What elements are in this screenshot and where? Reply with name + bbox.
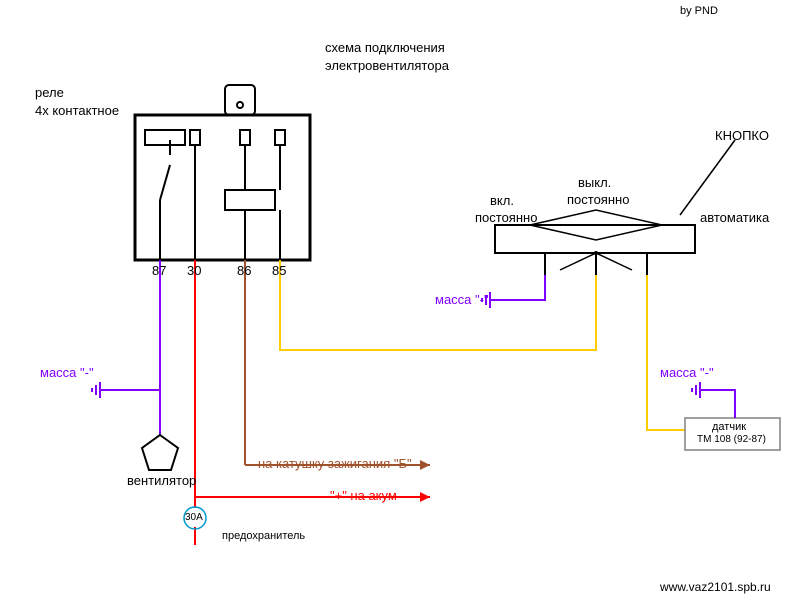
ground-switch-left (482, 275, 545, 308)
sensor-l2: TM 108 (92-87) (697, 434, 766, 445)
pin-86: 86 (237, 263, 251, 278)
relay-label1: реле (35, 85, 64, 100)
wiring-diagram (0, 0, 798, 600)
switch-off2: постоянно (567, 192, 629, 207)
ground-relay87-label: масса "-" (40, 365, 94, 380)
ground-switch-label: масса "-" (435, 292, 489, 307)
wire-yellow (280, 260, 685, 430)
fuse-label: предохранитель (222, 530, 305, 542)
author-label: by PND (680, 5, 718, 17)
relay (135, 85, 310, 260)
pin-85: 85 (272, 263, 286, 278)
switch-label: КНОПКО (715, 128, 769, 143)
wire-acc-label: "+" на акум (330, 488, 397, 503)
wire-87-fan (92, 260, 160, 435)
title-line2: электровентилятора (325, 58, 449, 73)
ground-sensor-label: масса "-" (660, 365, 714, 380)
fan-label: вентилятор (127, 473, 196, 488)
switch-on2: постоянно (475, 210, 537, 225)
switch-assembly (495, 140, 735, 275)
source-url: www.vaz2101.spb.ru (660, 580, 771, 594)
pin-30: 30 (187, 263, 201, 278)
switch-on1: вкл. (490, 193, 514, 208)
pin-87: 87 (152, 263, 166, 278)
ground-sensor (692, 382, 735, 418)
sensor-l1: датчик (712, 421, 746, 433)
relay-label2: 4х контактное (35, 103, 119, 118)
wire-brown-86 (245, 260, 430, 470)
wire-coil-label: на катушку зажигания "Б" (258, 456, 412, 471)
switch-auto: автоматика (700, 210, 769, 225)
fan-icon (142, 435, 178, 470)
fuse-value: 30A (185, 512, 203, 523)
switch-off1: выкл. (578, 175, 611, 190)
title-line1: схема подключения (325, 40, 445, 55)
